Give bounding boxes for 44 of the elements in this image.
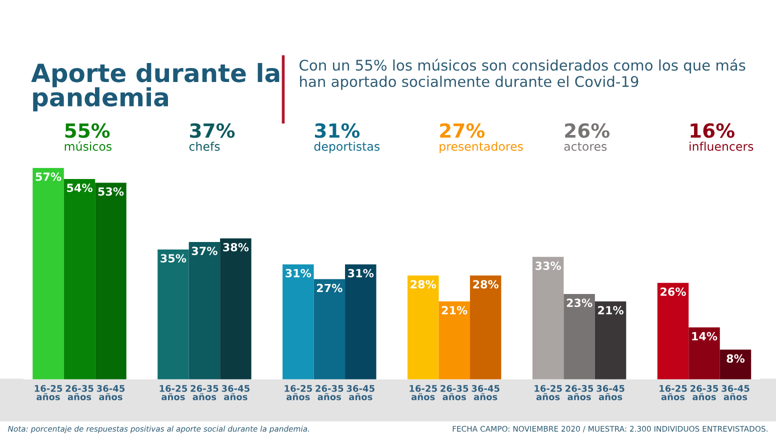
x-tick-label: 16-25 años bbox=[284, 385, 312, 400]
data-label: 57% bbox=[36, 172, 62, 181]
x-tick-label: 16-25 años bbox=[534, 385, 562, 400]
data-label: 54% bbox=[67, 184, 92, 192]
data-label: 53% bbox=[98, 187, 124, 196]
data-label: 31% bbox=[348, 268, 374, 278]
x-tick-label: 26-35 años bbox=[690, 385, 718, 400]
x-tick-label: 36-45 años bbox=[722, 385, 750, 400]
data-label: 26% bbox=[660, 288, 686, 296]
data-label: 33% bbox=[536, 262, 562, 270]
x-tick-label: 26-35 años bbox=[66, 385, 94, 400]
x-tick-label: 26-35 años bbox=[316, 385, 344, 400]
data-label: 28% bbox=[473, 280, 499, 288]
data-label: 21% bbox=[442, 306, 468, 314]
data-label: 8% bbox=[726, 354, 745, 363]
chart-title: Aporte durante la pandemia bbox=[31, 63, 280, 112]
text: 31% deportistas bbox=[314, 123, 380, 154]
chart-subtitle: Con un 55% los músicos son considerados como los que más han aportado socialmente durante el Covid-19 bbox=[300, 58, 746, 90]
x-tick-label: 16-25 años bbox=[34, 385, 62, 400]
x-tick-label: 36-45 años bbox=[472, 385, 500, 400]
data-label: 38% bbox=[223, 242, 249, 252]
data-label: 14% bbox=[692, 332, 718, 340]
x-tick-label: 36-45 años bbox=[222, 385, 250, 400]
x-tick-label: 26-35 años bbox=[566, 385, 594, 400]
x-tick-label: 26-35 años bbox=[190, 385, 218, 400]
x-tick-label: 36-45 años bbox=[596, 385, 624, 400]
data-label: 23% bbox=[566, 298, 592, 308]
data-label: 21% bbox=[598, 306, 624, 314]
data-label: 31% bbox=[286, 268, 312, 278]
x-tick-label: 26-35 años bbox=[440, 385, 468, 400]
x-tick-label: 36-45 años bbox=[96, 385, 125, 400]
x-tick-label: 16-25 años bbox=[410, 385, 437, 400]
data-label: 28% bbox=[410, 280, 436, 288]
data-label: 37% bbox=[192, 246, 218, 256]
x-tick-label: 36-45 años bbox=[346, 385, 374, 400]
text: 27% presentadores bbox=[440, 123, 523, 154]
text: 16% influencers bbox=[690, 123, 754, 151]
x-tick-label: 16-25 años bbox=[660, 385, 687, 400]
x-tick-label: 16-25 años bbox=[160, 385, 188, 400]
data-label: 27% bbox=[316, 284, 342, 292]
text: 55% músicos bbox=[64, 123, 112, 151]
text: 37% chefs bbox=[189, 123, 235, 151]
text: 26% actores bbox=[564, 123, 610, 151]
data-label: 35% bbox=[160, 254, 186, 263]
